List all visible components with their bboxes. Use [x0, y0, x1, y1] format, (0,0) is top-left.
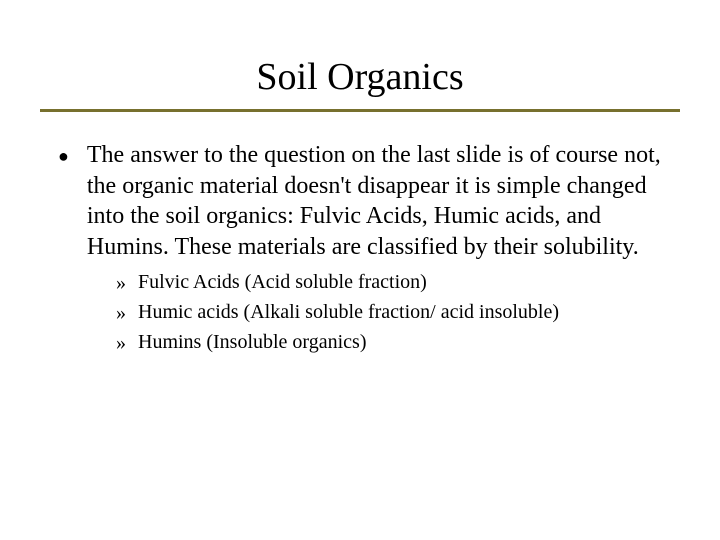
slide-container: Soil Organics ● The answer to the questi… — [0, 0, 720, 540]
title-divider — [40, 109, 680, 112]
sub-bullet-marker-icon: » — [116, 269, 126, 297]
sub-bullet-marker-icon: » — [116, 329, 126, 357]
sub-bullet-text: Fulvic Acids (Acid soluble fraction) — [138, 269, 427, 295]
sub-bullet-item: » Humins (Insoluble organics) — [116, 329, 680, 357]
slide-title: Soil Organics — [40, 55, 680, 99]
sub-bullet-item: » Humic acids (Alkali soluble fraction/ … — [116, 299, 680, 327]
main-bullet-item: ● The answer to the question on the last… — [58, 140, 680, 263]
sub-bullet-text: Humins (Insoluble organics) — [138, 329, 367, 355]
sub-bullet-text: Humic acids (Alkali soluble fraction/ ac… — [138, 299, 559, 325]
sub-bullet-marker-icon: » — [116, 299, 126, 327]
bullet-disc-icon: ● — [58, 140, 69, 172]
slide-body: ● The answer to the question on the last… — [40, 140, 680, 357]
main-bullet-text: The answer to the question on the last s… — [87, 140, 680, 263]
sub-bullet-list: » Fulvic Acids (Acid soluble fraction) »… — [58, 269, 680, 357]
sub-bullet-item: » Fulvic Acids (Acid soluble fraction) — [116, 269, 680, 297]
